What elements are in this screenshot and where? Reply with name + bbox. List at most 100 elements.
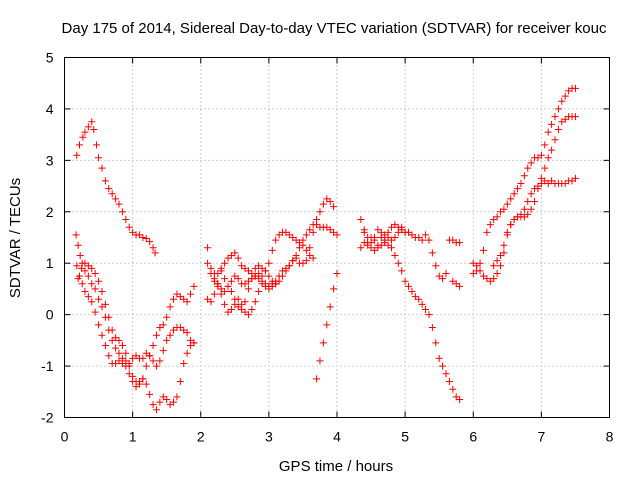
- data-point: [173, 393, 181, 401]
- data-point: [493, 270, 501, 277]
- data-point: [415, 295, 423, 303]
- data-point: [456, 282, 464, 290]
- data-point: [391, 252, 399, 259]
- data-point: [551, 136, 559, 144]
- data-point: [231, 300, 239, 308]
- data-point: [524, 198, 532, 205]
- data-point: [166, 303, 174, 311]
- data-point: [108, 326, 116, 334]
- data-point: [476, 267, 484, 275]
- data-point: [548, 120, 556, 128]
- data-point: [187, 290, 195, 298]
- data-point: [101, 177, 109, 185]
- data-point: [425, 236, 433, 244]
- data-point: [517, 180, 525, 187]
- data-point: [217, 290, 225, 298]
- data-point: [112, 195, 120, 203]
- series-s7: [204, 195, 338, 313]
- data-point: [74, 275, 82, 283]
- data-point: [483, 228, 491, 236]
- data-point: [510, 190, 518, 198]
- data-point: [408, 288, 416, 295]
- data-point: [210, 270, 218, 277]
- data-point: [139, 354, 147, 362]
- data-point: [166, 331, 174, 339]
- data-point: [105, 313, 113, 321]
- data-point: [156, 398, 164, 406]
- data-point: [309, 254, 317, 262]
- data-point: [139, 375, 147, 383]
- data-point: [330, 285, 338, 293]
- data-point: [238, 300, 246, 308]
- data-point: [125, 362, 133, 370]
- data-point: [398, 223, 406, 231]
- data-point: [142, 380, 150, 388]
- data-point: [265, 259, 273, 267]
- data-point: [330, 203, 338, 211]
- data-point: [105, 352, 113, 360]
- data-point: [561, 92, 569, 100]
- data-point: [156, 357, 164, 365]
- data-point: [479, 246, 487, 254]
- data-point: [442, 270, 450, 277]
- data-point: [151, 249, 159, 257]
- series-s4: [74, 259, 198, 414]
- data-point: [214, 280, 222, 288]
- data-point: [306, 244, 314, 252]
- data-point: [78, 280, 86, 288]
- data-point: [180, 360, 188, 367]
- data-point: [146, 352, 154, 360]
- x-tick-label: 7: [537, 429, 545, 445]
- data-point: [333, 270, 341, 277]
- data-point: [73, 151, 81, 159]
- data-point: [302, 257, 310, 265]
- data-point: [490, 275, 498, 283]
- data-point: [227, 277, 235, 285]
- data-point: [125, 223, 133, 231]
- series-s15: [469, 113, 579, 285]
- series-s3: [73, 262, 198, 370]
- data-point: [112, 344, 120, 352]
- y-tick-label: 2: [46, 204, 54, 220]
- data-point: [149, 357, 157, 365]
- data-point: [149, 401, 157, 409]
- series-s11: [357, 226, 464, 403]
- data-point: [163, 313, 171, 321]
- data-point: [425, 311, 433, 319]
- data-point: [558, 97, 566, 105]
- data-point: [248, 275, 256, 283]
- series-s10: [357, 216, 464, 283]
- data-point: [439, 362, 447, 370]
- data-point: [265, 272, 273, 280]
- series-s16: [490, 174, 579, 270]
- data-point: [551, 113, 559, 121]
- data-point: [405, 282, 413, 290]
- x-tick-label: 8: [606, 429, 614, 445]
- data-point: [81, 128, 89, 136]
- series-s12: [360, 223, 409, 254]
- data-point: [149, 244, 157, 252]
- data-point: [234, 254, 242, 262]
- data-point: [142, 235, 150, 243]
- data-point: [531, 198, 539, 205]
- data-point: [544, 128, 552, 136]
- data-point: [261, 267, 269, 275]
- series-s13: [449, 277, 464, 290]
- data-point: [357, 216, 365, 223]
- data-point: [221, 275, 229, 283]
- x-axis-label: GPS time / hours: [279, 458, 393, 475]
- data-point: [326, 303, 334, 311]
- data-point: [101, 300, 109, 308]
- data-point: [88, 280, 96, 288]
- data-point: [227, 288, 235, 295]
- data-point: [118, 208, 126, 216]
- x-tick-label: 2: [197, 429, 205, 445]
- data-point: [146, 390, 154, 398]
- data-point: [231, 249, 239, 257]
- data-point: [122, 349, 130, 357]
- data-point: [445, 378, 453, 385]
- data-point: [272, 280, 280, 288]
- data-point: [401, 277, 409, 285]
- data-point: [91, 270, 99, 277]
